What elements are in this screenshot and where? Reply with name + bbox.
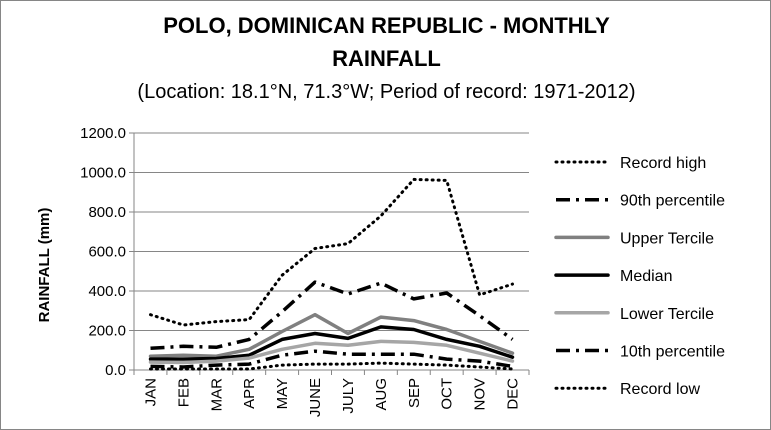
y-tick-label: 1200.0: [80, 125, 126, 142]
y-tick-label: 1000.0: [80, 165, 126, 182]
y-tick-label: 600.0: [88, 244, 126, 261]
gridlines: [134, 132, 529, 331]
legend-label: Upper Tercile: [620, 230, 714, 247]
y-tick-label: 200.0: [88, 323, 126, 340]
legend-label: Median: [620, 268, 672, 285]
x-tick-label: JAN: [142, 378, 159, 406]
series-line-record-low: [149, 361, 514, 371]
x-tick-label: AUG: [373, 378, 390, 411]
y-tick-label: 0.0: [105, 362, 126, 379]
series-line-median: [148, 325, 515, 361]
x-tick-label: JULY: [340, 378, 357, 414]
legend: Record high 90th percentile Upper Tercile M…: [554, 155, 725, 398]
legend-label: Record high: [620, 155, 706, 172]
series-line-upper-tercile: [148, 312, 515, 358]
chart-subtitle: (Location: 18.1°N, 71.3°W; Period of rec…: [137, 81, 636, 103]
series-line-lower-tercile: [148, 339, 515, 365]
chart-title-line1: POLO, DOMINICAN REPUBLIC - MONTHLY: [163, 13, 610, 38]
legend-label: Lower Tercile: [620, 306, 714, 323]
x-tick-label: MAR: [208, 378, 225, 412]
legend-label: Record low: [620, 381, 700, 398]
y-tick-labels: 0.0 200.0 400.0 600.0 800.0 1000.0 1200.0: [80, 125, 126, 379]
x-tick-label: DEC: [505, 378, 522, 410]
x-tick-label: APR: [241, 378, 258, 409]
y-tick-label: 800.0: [88, 204, 126, 221]
x-tick-label: NOV: [472, 378, 489, 411]
series-line-record-high: [149, 177, 514, 327]
x-tick-label: SEP: [406, 378, 423, 408]
x-tick-label: OCT: [439, 378, 456, 410]
x-tick-label: FEB: [175, 378, 192, 407]
legend-label: 90th percentile: [620, 193, 725, 210]
x-tick-label: MAY: [274, 378, 291, 409]
y-axis-label: RAINFALL (mm): [36, 208, 53, 323]
series-line-90th-percentile: [150, 280, 514, 351]
x-tick-label: JUNE: [307, 378, 324, 417]
series-line-10th-percentile: [150, 349, 513, 369]
chart-title-line2: RAINFALL: [332, 46, 441, 71]
x-tick-labels: JAN FEB MAR APR MAY JUNE JULY AUG SEP OCT NOV DEC: [142, 378, 521, 417]
y-tick-label: 400.0: [88, 283, 126, 300]
series-lines: [148, 177, 515, 371]
legend-label: 10th percentile: [620, 344, 725, 361]
